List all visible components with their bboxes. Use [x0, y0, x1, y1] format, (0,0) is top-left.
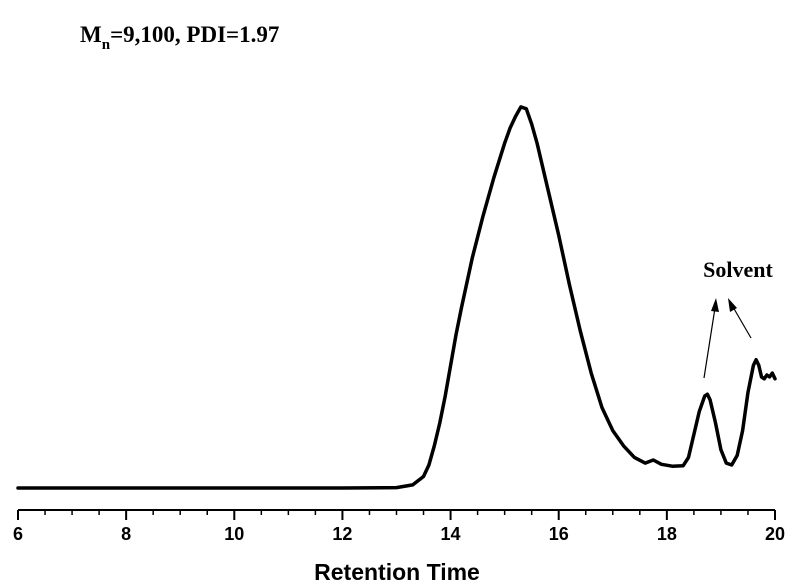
x-tick-label: 6 [13, 524, 23, 544]
chart-title-prefix: M [80, 22, 102, 47]
x-axis-title: Retention Time [314, 559, 480, 585]
solvent-arrow-left [703, 307, 716, 379]
chart-title-subscript: n [102, 37, 111, 53]
solvent-label: Solvent [703, 257, 773, 282]
chart-title: Mn=9,100, PDI=1.97 [80, 22, 279, 53]
x-tick-label: 8 [121, 524, 131, 544]
solvent-arrow-left-head [711, 298, 719, 312]
solvent-annotation: Solvent [703, 257, 774, 379]
x-tick-label: 12 [332, 524, 352, 544]
x-tick-label: 14 [441, 524, 461, 544]
solvent-arrow-right-head [728, 298, 737, 312]
x-tick-label: 16 [549, 524, 569, 544]
plot-area [16, 105, 777, 490]
x-tick-label: 20 [765, 524, 785, 544]
x-axis-ticks: 6 8 10 12 14 16 18 20 [13, 510, 785, 544]
x-tick-label: 18 [657, 524, 677, 544]
solvent-arrow-right [732, 306, 752, 339]
chart-title-suffix: =9,100, PDI=1.97 [110, 22, 279, 47]
series-line-0 [16, 105, 777, 490]
x-tick-label: 10 [224, 524, 244, 544]
